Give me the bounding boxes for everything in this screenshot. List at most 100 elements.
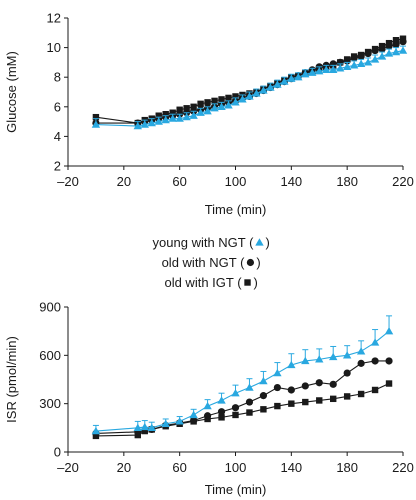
data-point [357, 390, 365, 398]
data-point [274, 402, 281, 410]
legend-close-paren: ) [254, 275, 258, 290]
data-point [197, 100, 204, 108]
data-point [189, 111, 198, 119]
data-point [203, 401, 212, 410]
series-old_ngt [92, 38, 407, 127]
series-young [91, 315, 394, 435]
data-point [384, 326, 394, 335]
data-point [190, 103, 197, 110]
data-point [259, 376, 268, 385]
data-point [378, 42, 386, 50]
data-point [322, 65, 331, 73]
legend: young with NGT () old with NGT () old with… [153, 235, 270, 290]
data-point [154, 117, 163, 125]
data-point [141, 427, 148, 435]
data-point [371, 386, 379, 394]
data-point [210, 104, 219, 112]
data-point [385, 357, 393, 365]
data-point [273, 80, 282, 88]
y-tick-label: 4 [54, 129, 61, 144]
x-tick-label: 20 [117, 174, 131, 189]
data-point [245, 398, 254, 406]
data-point [371, 357, 379, 365]
data-point [169, 109, 176, 116]
x-tick-label: 60 [172, 460, 186, 475]
data-point [287, 74, 296, 82]
data-point [225, 94, 232, 102]
series-old_igt [92, 35, 407, 127]
data-point [238, 95, 247, 103]
x-tick-label: 220 [392, 460, 414, 475]
data-point [315, 355, 324, 363]
data-point [343, 56, 351, 63]
data-point [260, 406, 267, 413]
data-point [217, 102, 226, 110]
data-point [308, 68, 317, 76]
data-point [357, 359, 365, 367]
legend-marker-square [244, 279, 251, 286]
y-tick-label: 8 [54, 70, 61, 85]
y-tick-label: 2 [54, 159, 61, 174]
series-line [95, 50, 404, 127]
data-point [343, 393, 351, 400]
data-point [356, 59, 366, 68]
data-point [232, 411, 239, 419]
data-point [259, 392, 268, 400]
data-point [175, 417, 184, 425]
data-point [301, 356, 310, 365]
data-point [280, 77, 289, 85]
data-point [287, 386, 295, 394]
y-tick-label: 12 [47, 11, 61, 26]
data-point [335, 64, 345, 72]
data-point [147, 423, 156, 431]
data-point [183, 105, 190, 112]
data-point [175, 114, 184, 122]
legend-close-paren: ) [256, 255, 260, 270]
data-point [218, 96, 225, 103]
x-tick-label: 220 [392, 174, 414, 189]
legend-label: young with NGT ( [153, 235, 255, 250]
data-point [329, 380, 337, 388]
data-point [134, 431, 141, 439]
data-point [356, 347, 366, 355]
data-point [301, 70, 310, 78]
data-point [161, 115, 170, 124]
data-point [287, 360, 296, 369]
data-point [370, 338, 380, 346]
x-tick-label: 140 [280, 174, 302, 189]
isr-chart: 0 300 600 900 –20 20 60 100 140 180 220 Time (min) I… [4, 300, 414, 498]
data-point [336, 59, 344, 66]
data-point [385, 39, 393, 47]
data-point [391, 47, 401, 56]
series-old_igt [92, 380, 393, 440]
data-point [266, 83, 275, 91]
data-point [92, 432, 100, 440]
data-point [245, 383, 254, 391]
x-tick-label: 180 [336, 174, 358, 189]
data-point [398, 46, 408, 54]
x-tick-label: 180 [336, 460, 358, 475]
data-point [246, 409, 253, 416]
data-point [168, 114, 177, 122]
data-point [329, 352, 338, 361]
data-point [330, 395, 337, 403]
data-point [363, 58, 373, 66]
data-point [140, 120, 149, 128]
data-point [231, 404, 240, 412]
data-point [294, 73, 303, 81]
data-point [259, 86, 268, 94]
data-point [162, 111, 169, 118]
data-point [377, 52, 387, 60]
data-point [399, 35, 407, 42]
data-point [140, 422, 149, 431]
data-point [273, 383, 281, 392]
x-axis-title: Time (min) [205, 202, 267, 217]
data-point [155, 112, 162, 119]
data-point [147, 118, 156, 127]
series-young [91, 45, 408, 130]
data-point [218, 414, 225, 421]
glucose-chart: 2 4 6 8 10 12 –20 20 60 100 140 180 220 Time (min) Glu… [4, 11, 414, 218]
x-tick-label: 20 [117, 460, 131, 475]
